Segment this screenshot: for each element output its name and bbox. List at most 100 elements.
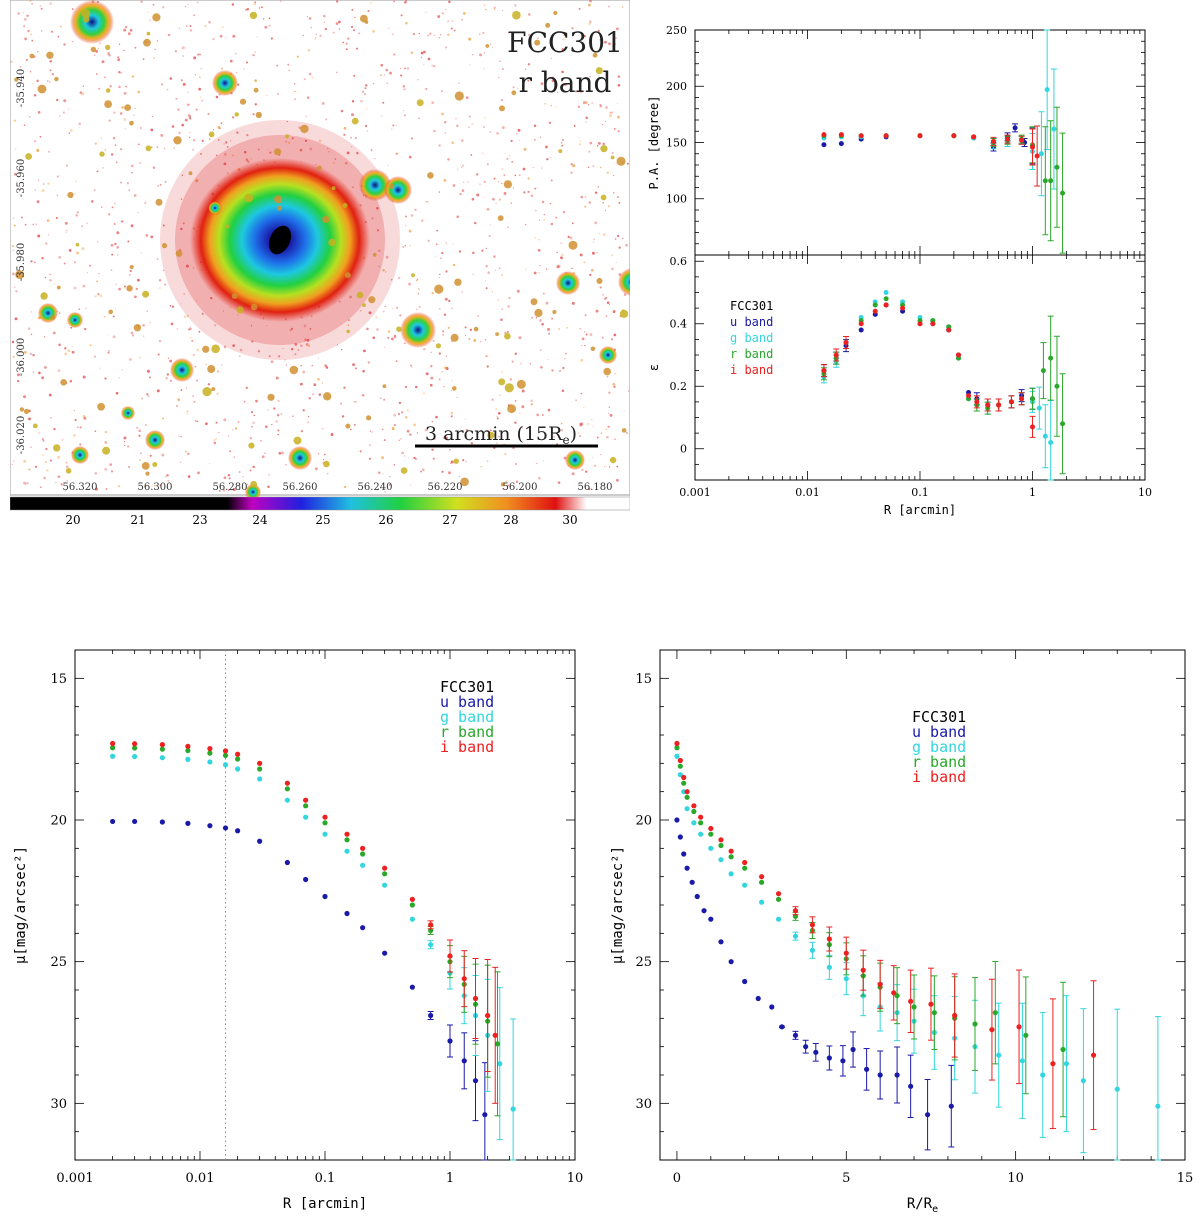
noise-dot [233,456,236,458]
noise-dot [109,463,113,466]
faint-source [40,292,48,300]
series-i-band [674,740,1097,1131]
noise-dot [351,100,355,103]
noise-dot [483,4,486,7]
noise-dot [194,365,197,368]
noise-dot [115,283,117,286]
noise-dot [294,343,298,346]
noise-dot [564,357,566,360]
faint-source [37,84,47,94]
noise-dot [38,432,40,434]
noise-dot [439,273,441,276]
noise-dot [50,416,52,419]
noise-dot [581,337,585,341]
data-point [698,820,704,826]
noise-dot [315,163,317,165]
noise-dot [72,41,74,43]
legend-r: r band [730,347,773,361]
noise-dot [181,123,185,127]
mu-vs-rre-chart: 0 5 10 1515202530R/Reμ[mag/arcsec²]FCC301u … [610,649,1193,1215]
noise-dot [457,168,459,170]
noise-dot [109,85,112,88]
series-u-band [820,302,1036,412]
noise-dot [277,433,279,436]
noise-dot [254,1,257,4]
noise-dot [617,115,621,119]
data-point [775,891,782,897]
noise-dot [510,202,513,204]
noise-dot [28,468,31,471]
colorbar-tick-label: 30 [562,513,578,527]
noise-dot [146,310,149,312]
data-point [674,740,680,747]
noise-dot [212,37,215,41]
faint-source [328,238,336,247]
noise-dot [489,131,492,133]
series-g-band [110,753,517,1161]
data-point [303,876,309,883]
data-point [1019,137,1025,143]
noise-dot [418,117,420,119]
noise-dot [117,484,121,488]
noise-dot [43,365,47,369]
data-point [409,916,415,922]
noise-dot [308,17,312,20]
noise-dot [71,346,73,348]
noise-dot [251,340,254,343]
noise-dot [170,322,174,326]
noise-dot [210,297,213,300]
noise-dot [81,225,83,228]
noise-dot [107,52,111,55]
noise-dot [223,162,227,166]
noise-dot [567,235,570,239]
noise-dot [476,173,479,176]
noise-dot [579,435,581,437]
data-point [883,290,889,295]
noise-dot [402,110,405,112]
noise-dot [437,15,441,18]
faint-source [507,404,516,414]
noise-dot [376,229,380,232]
noise-dot [364,87,367,90]
noise-dot [144,202,146,204]
noise-dot [461,166,463,168]
noise-dot [533,271,537,275]
noise-dot [187,3,189,6]
bright-star [121,406,135,420]
noise-dot [164,476,167,478]
noise-dot [418,305,421,308]
noise-dot [254,51,256,53]
noise-dot [413,456,416,460]
noise-dot [410,51,414,55]
y-tick-label: 25 [50,955,67,970]
series-r-band [674,745,1067,1118]
data-point [843,976,849,982]
noise-dot [599,286,602,289]
noise-dot [465,461,467,463]
noise-dot [318,139,322,143]
x-tick-label: 1 [446,1171,454,1186]
noise-dot [161,453,165,457]
noise-dot [387,336,390,339]
dec-tick-label: -36.000 [16,338,27,376]
noise-dot [464,418,466,420]
noise-dot [250,325,253,327]
noise-dot [407,457,409,459]
noise-dot [613,385,616,389]
ra-tick-label: 56.200 [503,482,538,493]
noise-dot [354,400,357,403]
data-point [681,774,687,781]
noise-dot [215,154,218,157]
noise-dot [537,37,539,39]
noise-dot [36,79,39,83]
noise-dot [628,390,630,392]
noise-dot [323,22,325,24]
noise-dot [506,157,509,161]
noise-dot [65,461,68,464]
data-point [684,865,690,871]
noise-dot [221,26,224,28]
noise-dot [184,450,187,453]
noise-dot [246,8,250,11]
